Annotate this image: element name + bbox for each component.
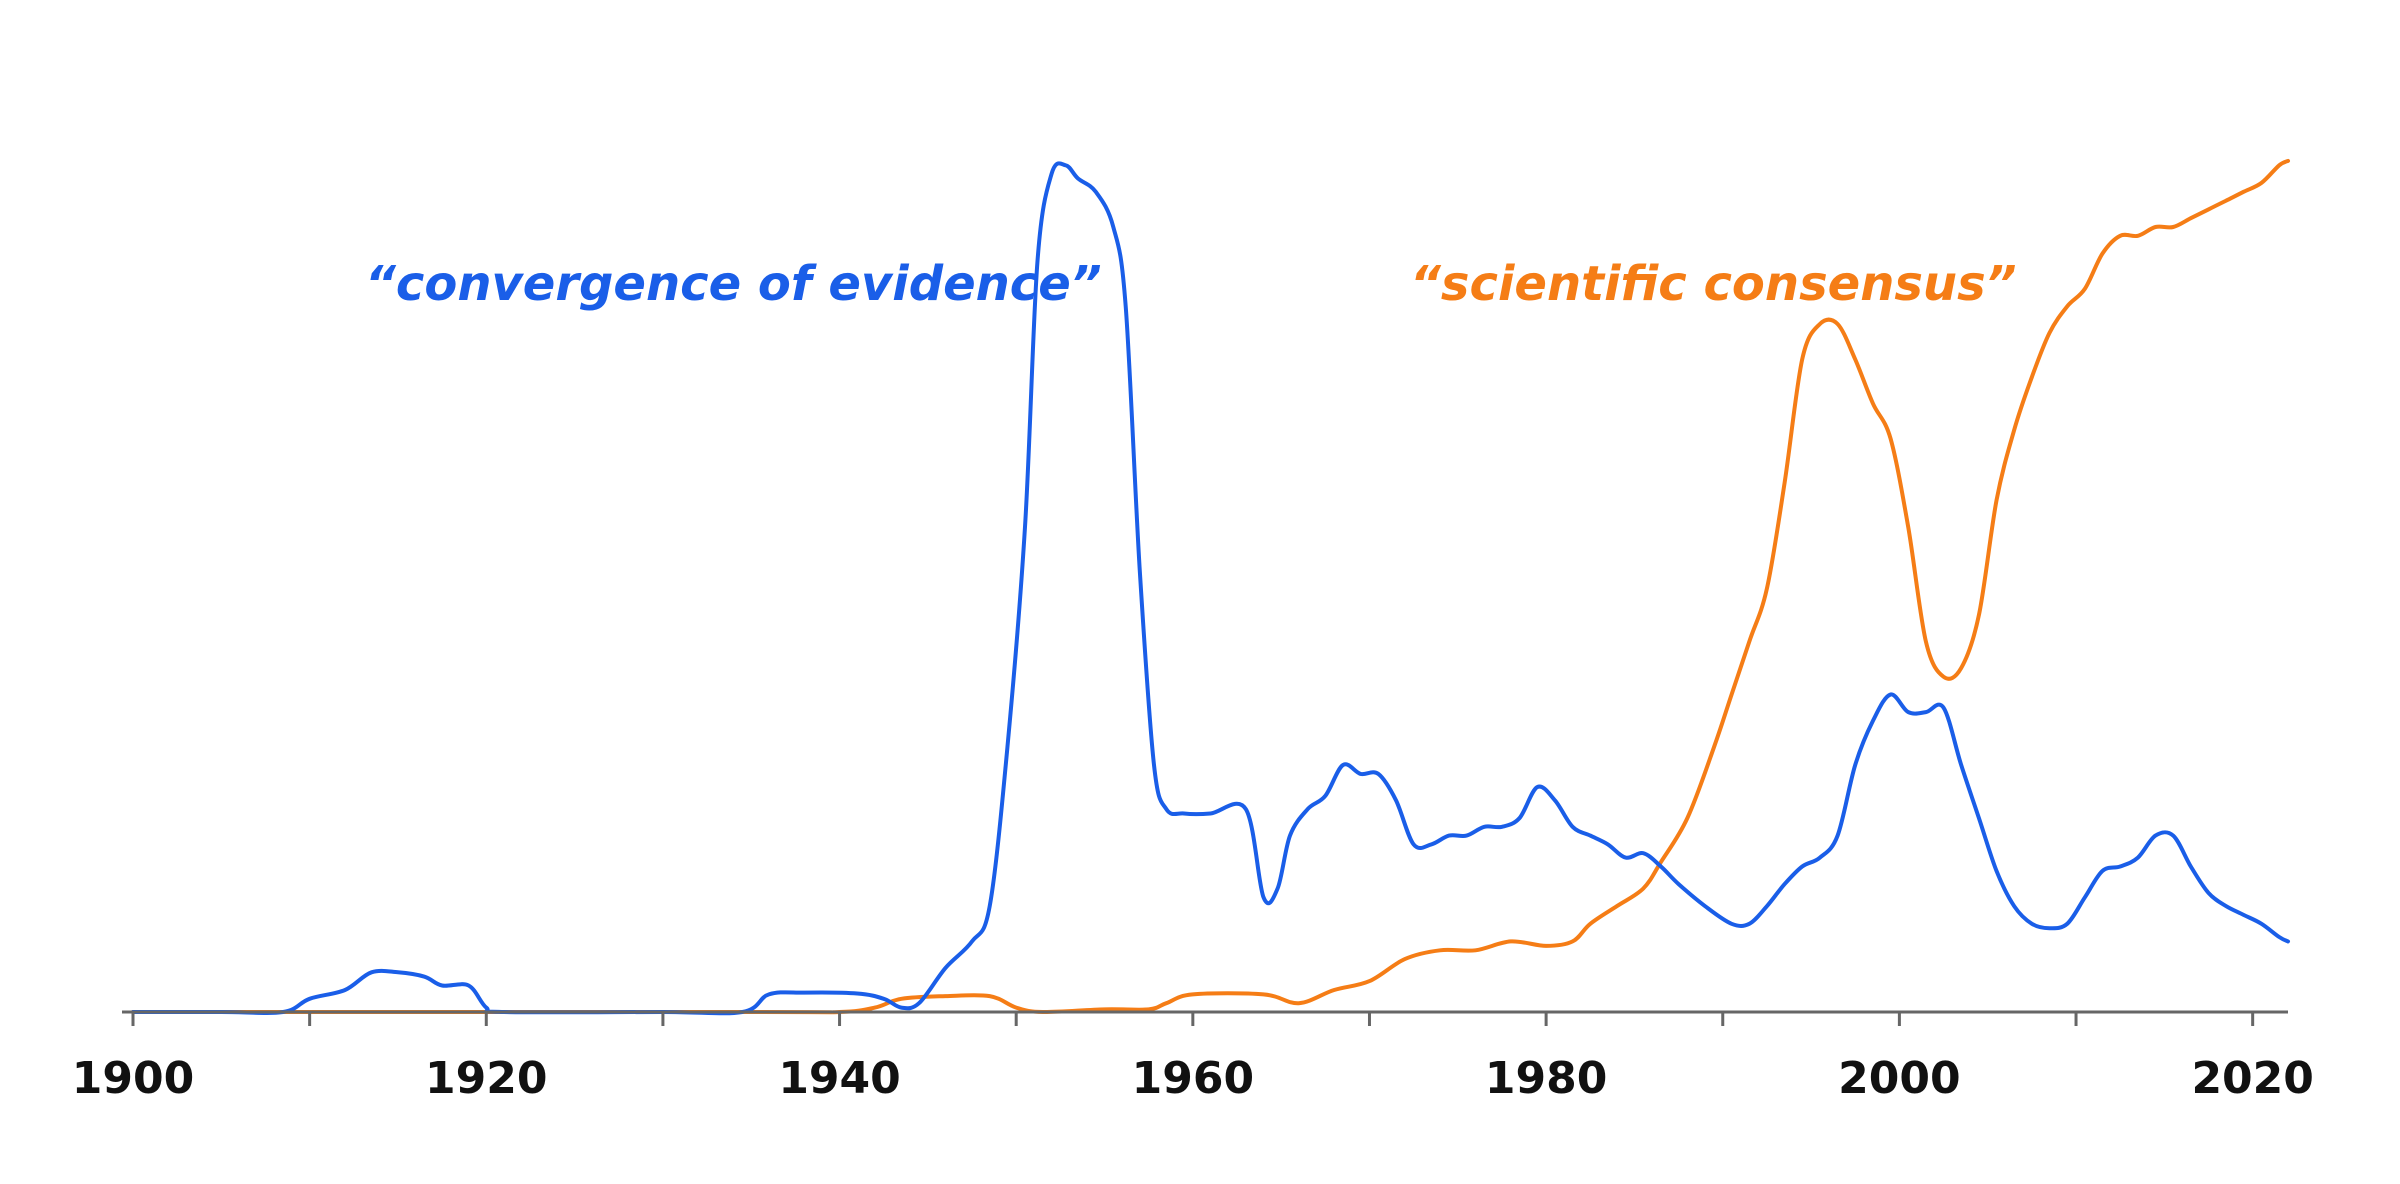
x-tick-label: 2020 <box>2191 1053 2313 1104</box>
series-labels: “convergence of evidence” “scientific co… <box>365 256 2017 312</box>
series-line-0 <box>131 161 2290 1016</box>
x-tick-label: 1940 <box>778 1053 900 1104</box>
x-tick-label: 2000 <box>1838 1053 1960 1104</box>
series-label-scientific-consensus: “scientific consensus” <box>1410 256 2017 312</box>
x-tick-label: 1900 <box>72 1053 194 1104</box>
x-tick-label: 1920 <box>425 1053 547 1104</box>
x-tick-label: 1960 <box>1132 1053 1254 1104</box>
series-label-convergence-of-evidence: “convergence of evidence” <box>365 256 1102 312</box>
x-tick-label: 1980 <box>1485 1053 1607 1104</box>
x-axis: 1900 1920 1940 1960 1980 2000 2020 <box>72 1010 2314 1104</box>
